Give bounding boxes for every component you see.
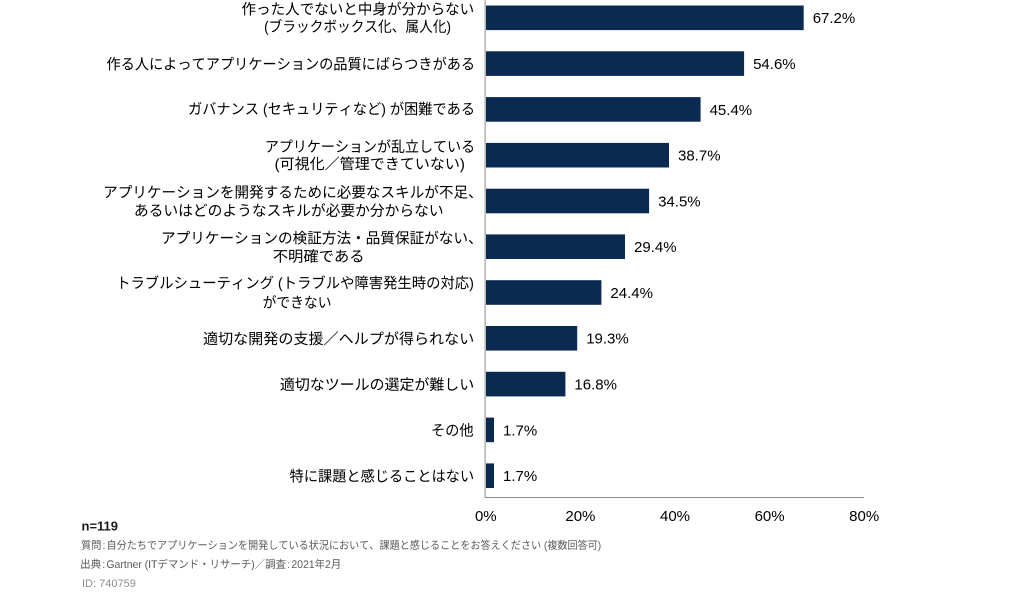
svg-text:16.8%: 16.8% [574, 377, 617, 394]
svg-text:1.7%: 1.7% [503, 422, 537, 439]
svg-text:60%: 60% [755, 508, 785, 525]
svg-text:40%: 40% [660, 508, 690, 525]
svg-text:29.4%: 29.4% [634, 239, 677, 256]
svg-text:20%: 20% [565, 508, 595, 525]
svg-text:45.4%: 45.4% [710, 102, 753, 119]
svg-text:34.5%: 34.5% [658, 193, 701, 210]
svg-text:n=119: n=119 [82, 519, 119, 534]
svg-text:80%: 80% [849, 508, 879, 525]
svg-text:1.7%: 1.7% [503, 468, 537, 485]
svg-text:67.2%: 67.2% [813, 10, 856, 27]
svg-text:ID: 740759: ID: 740759 [82, 578, 136, 590]
svg-text:54.6%: 54.6% [753, 56, 796, 73]
svg-text:19.3%: 19.3% [586, 331, 629, 348]
svg-text:38.7%: 38.7% [678, 148, 721, 165]
svg-text:24.4%: 24.4% [610, 285, 653, 302]
svg-text:0%: 0% [475, 508, 497, 525]
